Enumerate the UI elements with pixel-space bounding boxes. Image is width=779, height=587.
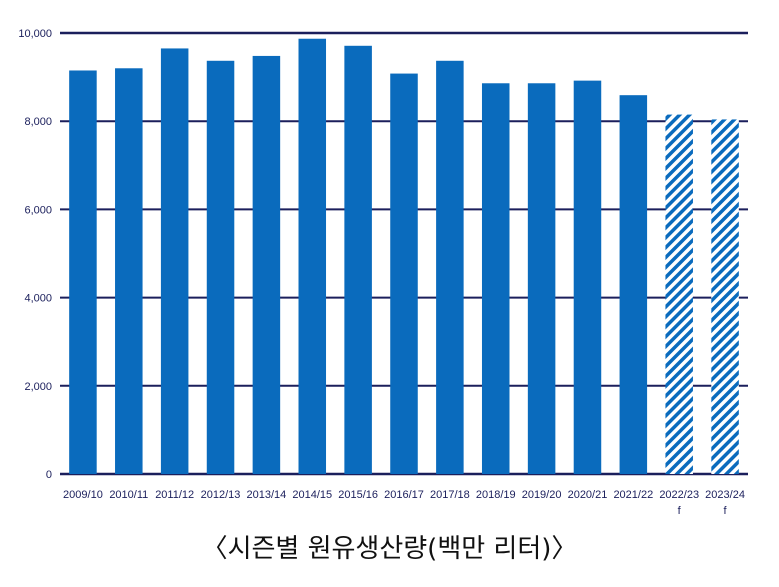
y-tick-labels: 0 2,000 4,000 6,000 8,000 10,000 [18,28,52,481]
bars [69,38,739,475]
bar-forecast [711,119,739,474]
x-tick-forecast-note: f [724,505,728,517]
bar-forecast [665,114,693,475]
x-tick-label: 2012/13 [201,489,241,501]
y-tick-label: 4,000 [24,293,52,305]
x-tick-forecast-note: f [678,505,682,517]
x-tick-label: 2011/12 [155,489,194,501]
x-tick-label: 2017/18 [430,489,470,501]
y-tick-label: 8,000 [24,116,52,128]
bar [390,73,418,475]
x-tick-label: 2009/10 [63,489,103,501]
bar [481,83,510,475]
bar [527,83,556,475]
bar-chart: 0 2,000 4,000 6,000 8,000 10,000 2009/10 2010/… [18,28,748,517]
y-tick-label: 0 [46,469,52,481]
x-tick-label: 2020/21 [568,489,608,501]
chart-caption: 〈시즌별 원유생산량(백만 리터)〉 [201,534,578,564]
bar [115,68,143,474]
x-tick-labels: 2009/10 2010/11 2011/12 2012/13 2013/14 2014/… [63,489,745,517]
y-tick-label: 10,000 [18,28,52,40]
bar [436,60,464,475]
x-tick-label: 2014/15 [292,489,332,501]
x-tick-label: 2016/17 [384,489,424,501]
x-tick-label: 2015/16 [338,489,378,501]
y-tick-label: 2,000 [24,381,52,393]
bar [160,48,189,475]
x-tick-label: 2023/24 [705,489,745,501]
x-tick-label: 2013/14 [247,489,287,501]
x-tick-label: 2010/11 [109,489,148,501]
bar [252,55,281,474]
x-tick-label: 2021/22 [613,489,653,501]
y-tick-label: 6,000 [24,204,52,216]
bar [344,45,372,474]
x-tick-label: 2022/23 [659,489,699,501]
bar [573,80,602,475]
bar [69,70,97,475]
x-tick-label: 2019/20 [522,489,562,501]
bar [619,95,648,474]
bar [298,38,327,474]
bar [206,60,235,475]
x-tick-label: 2018/19 [476,489,516,501]
